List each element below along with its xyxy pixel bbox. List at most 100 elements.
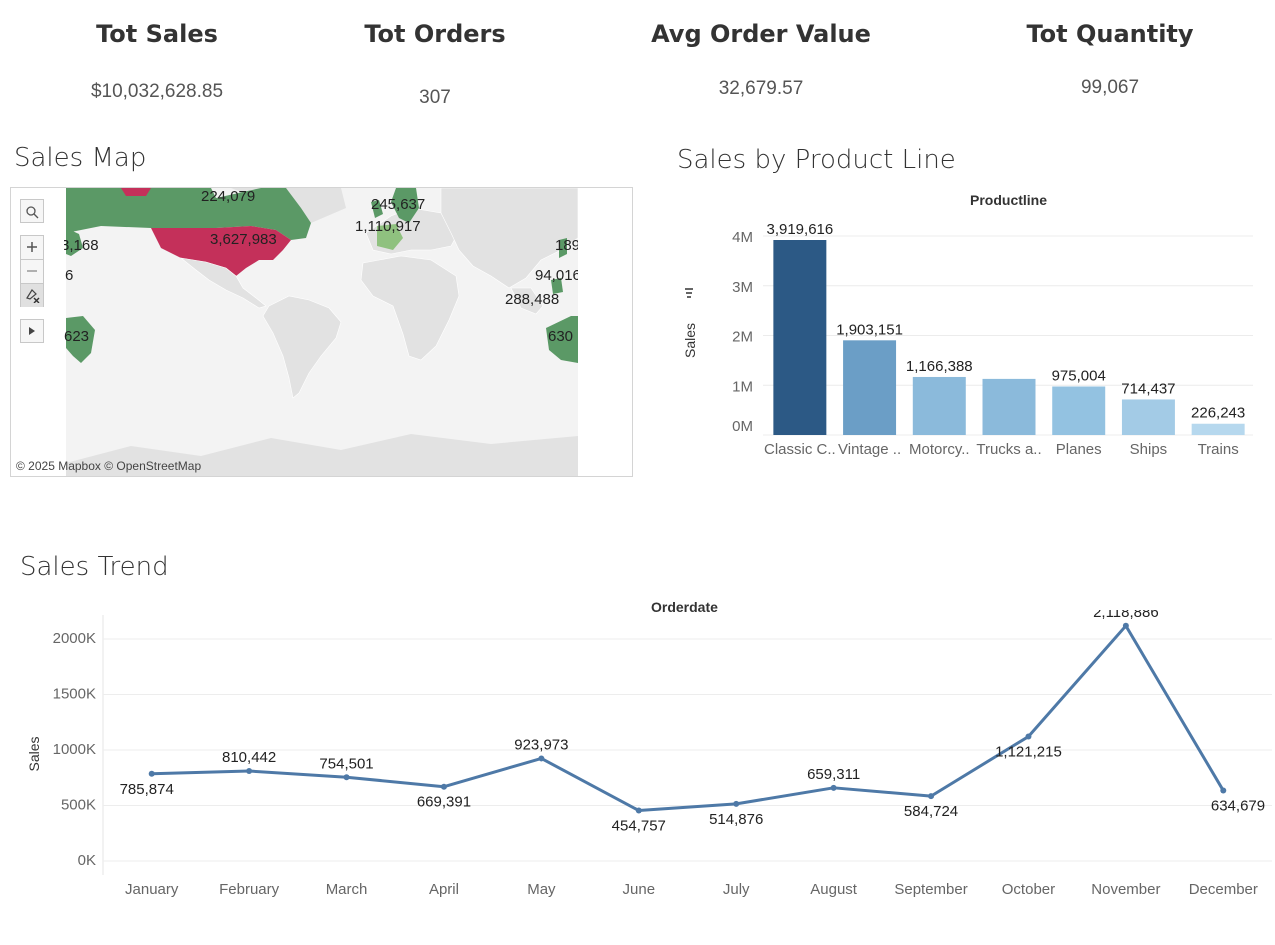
line-value-label: 669,391 — [417, 794, 471, 811]
line-point — [1220, 787, 1227, 794]
map-credit: © 2025 Mapbox © OpenStreetMap — [16, 459, 202, 473]
line-y-axis-label: Sales — [26, 736, 42, 771]
bar-y-tick-label: 4M — [732, 229, 753, 246]
map-expand-button[interactable] — [20, 319, 44, 343]
sales-map[interactable]: 224,079 3,627,983 245,637 1,110,917 3,16… — [10, 187, 633, 477]
map-canvas[interactable]: 224,079 3,627,983 245,637 1,110,917 3,16… — [11, 188, 633, 477]
map-region-australia — [546, 316, 578, 363]
line-y-tick-label: 500K — [61, 797, 96, 814]
kpi-value: 32,679.57 — [718, 78, 804, 99]
pin-clear-icon — [26, 289, 40, 304]
line-point — [928, 793, 935, 800]
line-x-tick-label: March — [326, 881, 368, 898]
bar — [1121, 399, 1175, 435]
kpi-value: $10,032,628.85 — [90, 81, 224, 102]
map-region-south-america — [262, 295, 342, 399]
sales-trend-line — [151, 624, 1225, 813]
kpi-value: 307 — [419, 87, 451, 108]
line-x-tick-label: July — [723, 881, 750, 898]
kpi-value: 99,067 — [1080, 77, 1140, 98]
line-x-tick-label: January — [125, 881, 179, 898]
plus-icon — [27, 242, 37, 252]
line-x-tick-label: August — [810, 881, 858, 898]
line-point — [733, 800, 740, 807]
kpi-label: Tot Sales — [96, 20, 218, 48]
line-x-tick-label: June — [623, 881, 656, 898]
line-value-label: 923,973 — [514, 736, 568, 753]
bar — [1052, 386, 1106, 435]
map-zoom-out-button[interactable] — [20, 259, 44, 283]
map-region-africa — [360, 255, 460, 361]
bar-category-label: Ships — [1130, 441, 1168, 458]
kpi-label: Tot Orders — [364, 20, 506, 48]
line-y-tick-label: 1500K — [53, 686, 96, 703]
bar-value-label: 714,437 — [1121, 380, 1175, 397]
sort-icon — [685, 288, 693, 298]
bar-chart[interactable]: 0M 1M 2M 3M 4M Sales 3,919,616 Classic C.. 1,903… — [675, 200, 1275, 490]
line-value-label: 514,876 — [709, 811, 763, 828]
search-icon — [26, 206, 39, 219]
line-point — [246, 768, 253, 775]
line-point — [343, 774, 350, 781]
minus-icon — [27, 270, 37, 272]
map-label: 224,079 — [201, 188, 255, 205]
line-y-tick-label: 1000K — [53, 741, 96, 758]
map-label: 630 — [548, 328, 573, 345]
kpi-label: Tot Quantity — [1026, 20, 1194, 48]
bar-category-label: Trucks a.. — [976, 441, 1041, 458]
bar-category-label: Vintage .. — [838, 441, 901, 458]
bar-y-axis-label: Sales — [682, 323, 698, 358]
line-x-tick-label: September — [894, 881, 967, 898]
line-value-label: 659,311 — [807, 766, 860, 783]
map-label: 3,168 — [61, 237, 99, 254]
map-region-west-asia — [66, 228, 83, 256]
line-value-label: 754,501 — [319, 755, 373, 772]
line-x-tick-label: October — [1002, 881, 1055, 898]
bar-category-label: Trains — [1198, 441, 1239, 458]
line-x-tick-label: May — [527, 881, 556, 898]
map-zoom-in-button[interactable] — [20, 235, 44, 259]
bar-y-tick-label: 3M — [732, 279, 753, 296]
kpi-tot-orders: Tot Orders 307 — [335, 20, 535, 108]
map-label: 94,016 — [535, 267, 581, 284]
bar — [982, 378, 1036, 435]
map-search-button[interactable] — [20, 199, 44, 223]
line-point — [440, 783, 447, 790]
bar-value-label: 975,004 — [1052, 367, 1106, 384]
bar — [912, 376, 966, 435]
line-x-tick-label: April — [429, 881, 459, 898]
line-chart-header: Orderdate — [651, 599, 718, 615]
line-value-label: 785,874 — [120, 781, 174, 798]
line-value-label: 810,442 — [222, 749, 276, 766]
map-label: 245,637 — [371, 196, 425, 213]
line-value-label: 454,757 — [612, 818, 666, 835]
line-value-label: 1,121,215 — [995, 744, 1062, 761]
play-icon — [29, 327, 35, 335]
map-region-western-europe — [377, 224, 403, 250]
bar-y-tick-label: 2M — [732, 329, 753, 346]
line-value-label: 584,724 — [904, 803, 958, 820]
bar-value-label: 3,919,616 — [766, 221, 833, 238]
line-x-tick-label: February — [219, 881, 280, 898]
bar — [773, 239, 827, 435]
bar-value-label: 1,903,151 — [836, 321, 903, 338]
map-reset-button[interactable] — [20, 283, 44, 307]
bar-category-label: Planes — [1056, 441, 1102, 458]
line-point — [148, 770, 155, 777]
kpi-label: Avg Order Value — [651, 20, 871, 48]
bar-value-label: 226,243 — [1191, 405, 1245, 422]
map-label: 6 — [65, 267, 73, 284]
map-region-mexico — [179, 257, 267, 309]
map-title: Sales Map — [14, 143, 147, 173]
kpi-tot-quantity: Tot Quantity 99,067 — [990, 20, 1230, 98]
map-region-alaska — [121, 188, 151, 196]
map-region-usa — [151, 226, 291, 276]
map-label: 623 — [64, 328, 89, 345]
bar-y-tick-label: 0M — [732, 418, 753, 435]
kpi-avg-order-value: Avg Order Value 32,679.57 — [631, 20, 891, 99]
bar-category-label: Motorcy.. — [909, 441, 970, 458]
line-chart[interactable]: 0K 500K 1000K 1500K 2000K Sales 785,874 January… — [0, 610, 1275, 940]
bar — [843, 340, 897, 435]
map-margin-right — [578, 188, 632, 476]
bar-category-label: Classic C.. — [764, 441, 836, 458]
